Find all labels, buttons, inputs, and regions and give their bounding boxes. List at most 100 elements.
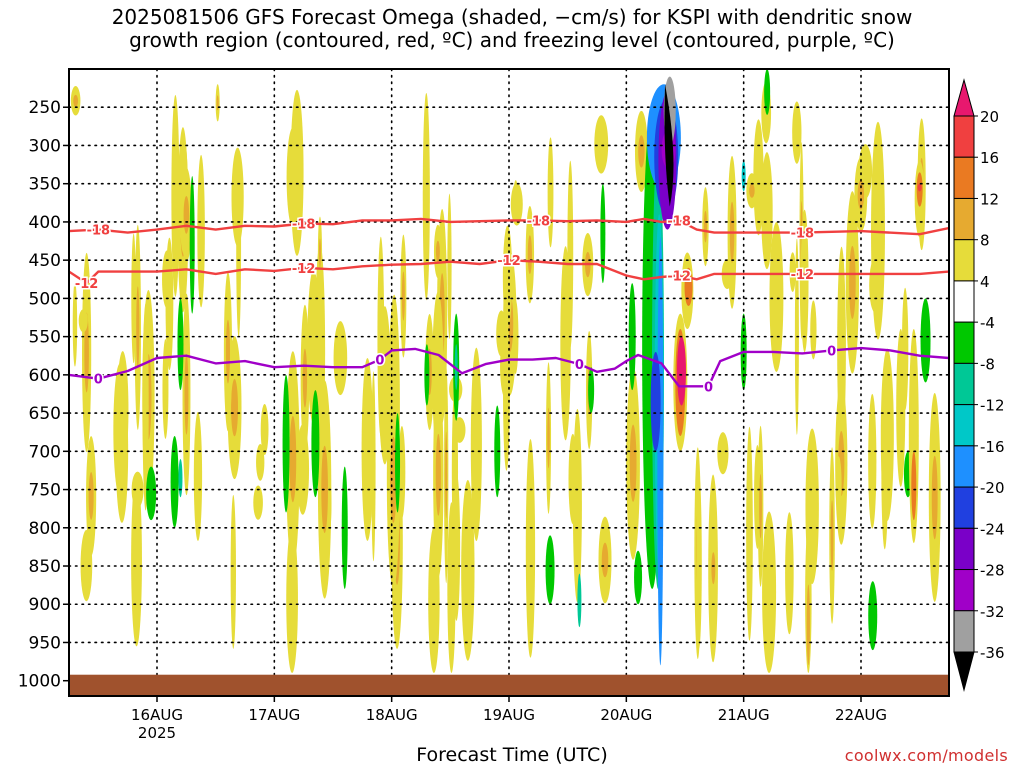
omega-shade-blob bbox=[197, 154, 205, 308]
omega-shade-blob bbox=[73, 94, 79, 107]
omega-shade-blob bbox=[761, 152, 773, 270]
omega-shade-blob bbox=[289, 415, 297, 503]
omega-shade-blob bbox=[231, 379, 239, 437]
omega-downward-blob bbox=[892, 8, 900, 69]
omega-shade-blob bbox=[333, 321, 348, 396]
omega-shade-blob bbox=[230, 494, 236, 649]
colorbar-label: 8 bbox=[980, 232, 990, 250]
contour-line-minus12 bbox=[69, 259, 949, 285]
x-axis-title: Forecast Time (UTC) bbox=[416, 744, 608, 766]
omega-shade-blob bbox=[435, 433, 441, 516]
omega-shade-blob bbox=[568, 433, 578, 525]
ground-surface bbox=[69, 674, 949, 696]
omega-shade-blob bbox=[749, 183, 755, 198]
omega-downward-blob bbox=[146, 466, 157, 521]
colorbar-bin bbox=[953, 239, 975, 282]
contour-label: -12 bbox=[75, 277, 99, 292]
colorbar-label: 12 bbox=[980, 190, 999, 208]
omega-downward-blob bbox=[311, 390, 320, 498]
x-tick-sublabel: 2025 bbox=[138, 724, 176, 742]
chart-title-line-1: 2025081506 GFS Forecast Omega (shaded, −… bbox=[111, 5, 913, 29]
contour-label: 0 bbox=[375, 354, 384, 369]
omega-shade-blob bbox=[422, 92, 430, 301]
chart-title: 2025081506 GFS Forecast Omega (shaded, −… bbox=[0, 6, 1024, 52]
omega-downward-blob bbox=[764, 69, 771, 115]
colorbar-top-arrow bbox=[953, 78, 975, 117]
omega-shade-blob bbox=[231, 147, 244, 247]
omega-shade-blob bbox=[547, 137, 554, 248]
x-tick-label: 20AUG bbox=[600, 706, 652, 724]
omega-shade-blob bbox=[286, 525, 298, 674]
omega-shade-blob bbox=[225, 319, 231, 384]
contour-label: -18 bbox=[87, 224, 111, 239]
omega-shade-blob bbox=[800, 209, 809, 353]
contour-label: 0 bbox=[575, 358, 584, 373]
y-tick-label: 250 bbox=[29, 98, 61, 118]
contour-label: -18 bbox=[791, 227, 815, 242]
omega-downward-blob bbox=[868, 581, 878, 651]
omega-shade-blob bbox=[318, 238, 322, 268]
omega-shade-blob bbox=[901, 287, 909, 411]
omega-shade-blob bbox=[810, 300, 817, 360]
omega-shade-blob bbox=[703, 210, 708, 243]
omega-shade-blob bbox=[84, 312, 89, 393]
omega-shade-blob bbox=[594, 115, 609, 174]
omega-shade-blob bbox=[849, 245, 856, 319]
credit-text: coolwx.com/models bbox=[844, 746, 1008, 765]
colorbar-label: 4 bbox=[980, 273, 990, 291]
colorbar-bin bbox=[953, 321, 975, 364]
omega-downward-blob bbox=[545, 535, 555, 605]
omega-shade-blob bbox=[762, 511, 777, 674]
omega-shade-blob bbox=[805, 428, 819, 585]
omega-downward-blob bbox=[634, 550, 643, 605]
omega-downward-blob bbox=[811, 0, 817, 69]
contour-label: -12 bbox=[667, 269, 691, 284]
contour-label: 0 bbox=[827, 344, 836, 359]
colorbar-label: -24 bbox=[980, 520, 1005, 538]
omega-shade-blob bbox=[547, 407, 550, 469]
omega-shade-blob bbox=[527, 235, 532, 275]
omega-shade-blob bbox=[868, 393, 877, 529]
omega-shade-blob bbox=[452, 471, 461, 621]
omega-shade-blob bbox=[131, 473, 142, 647]
omega-shade-blob bbox=[80, 529, 93, 602]
omega-shade-blob bbox=[567, 160, 574, 348]
contour-label: -18 bbox=[527, 214, 551, 229]
omega-shade-blob bbox=[601, 542, 609, 578]
omega-downward-blob bbox=[341, 466, 348, 589]
contour-label: -12 bbox=[497, 254, 521, 269]
y-tick-label: 600 bbox=[29, 366, 61, 386]
colorbar-bin bbox=[953, 404, 975, 447]
y-tick-label: 550 bbox=[29, 328, 61, 348]
omega-shade-blob bbox=[398, 426, 406, 519]
omega-shade-blob bbox=[378, 306, 391, 465]
colorbar-label: -16 bbox=[980, 438, 1005, 456]
colorbar-bin bbox=[953, 486, 975, 529]
y-tick-label: 700 bbox=[29, 442, 61, 462]
omega-shade-blob bbox=[502, 225, 513, 328]
y-tick-label: 400 bbox=[29, 213, 61, 233]
omega-shade-blob bbox=[838, 276, 846, 393]
omega-shade-blob bbox=[638, 135, 645, 168]
omega-shade-blob bbox=[717, 432, 729, 475]
x-tick-label: 22AUG bbox=[835, 706, 887, 724]
x-tick-label: 16AUG bbox=[131, 706, 183, 724]
omega-shade-blob bbox=[390, 436, 397, 523]
omega-shade-blob bbox=[917, 183, 922, 192]
omega-shade-blob bbox=[785, 512, 794, 635]
x-tick-label: 21AUG bbox=[718, 706, 770, 724]
omega-downward-blob bbox=[588, 367, 595, 414]
colorbar-bin bbox=[953, 569, 975, 612]
omega-shade-blob bbox=[753, 119, 764, 236]
colorbar-bin bbox=[953, 445, 975, 488]
omega-shade-blob bbox=[789, 252, 796, 292]
omega-downward-blob bbox=[628, 283, 636, 391]
y-tick-label: 500 bbox=[29, 289, 61, 309]
colorbar-bin bbox=[953, 527, 975, 571]
omega-shade-blob bbox=[113, 363, 127, 497]
omega-shade-blob bbox=[435, 240, 440, 263]
omega-shade-blob bbox=[917, 31, 922, 50]
omega-downward-blob bbox=[177, 298, 184, 391]
omega-shade-blob bbox=[869, 257, 882, 313]
colorbar-label: -12 bbox=[980, 397, 1005, 415]
